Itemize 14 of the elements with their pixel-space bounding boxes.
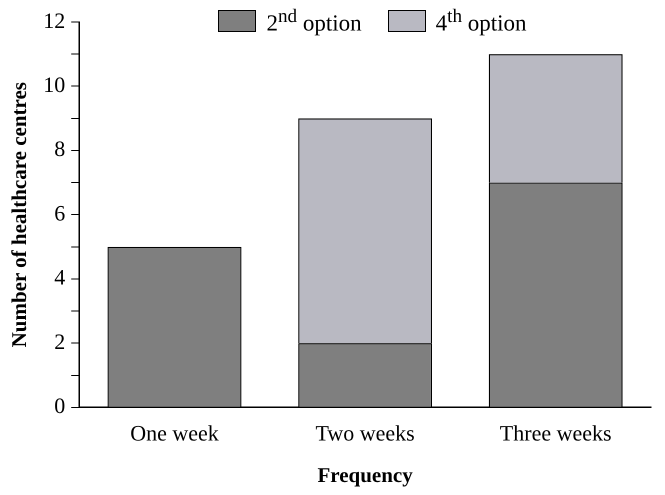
y-tick-label: 0 xyxy=(54,393,66,418)
y-tick-label: 12 xyxy=(43,8,66,33)
x-tick-label: Two weeks xyxy=(315,420,415,446)
y-axis-title: Number of healthcare centres xyxy=(7,82,32,348)
y-tick-label: 6 xyxy=(54,200,66,226)
x-tick-label: One week xyxy=(130,420,219,446)
y-tick-label: 10 xyxy=(43,72,66,98)
legend-label: 4$^{th}$ option xyxy=(436,6,527,37)
y-tick-label: 2 xyxy=(54,328,66,354)
legend-label: 2$^{nd}$ option xyxy=(266,6,362,37)
y-tick-label: 4 xyxy=(54,264,66,290)
y-tick-label: 8 xyxy=(54,136,66,162)
x-axis-title: Frequency xyxy=(317,462,414,487)
x-tick-label: Three weeks xyxy=(500,420,612,446)
